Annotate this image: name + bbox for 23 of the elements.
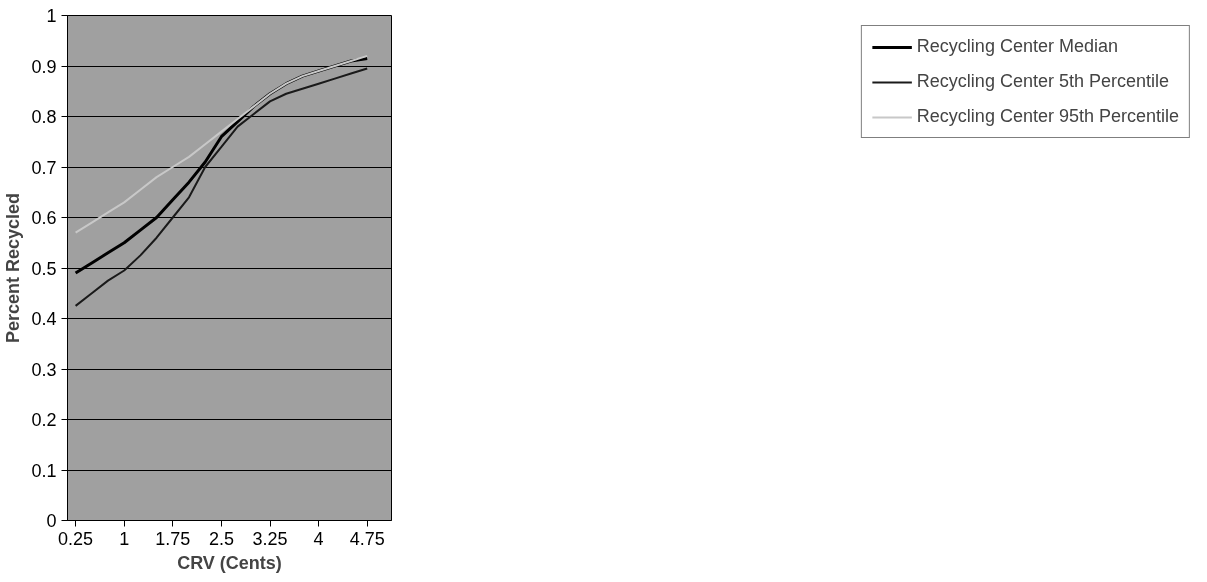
x-tick-label: 3.25 — [252, 528, 288, 549]
x-tick-label: 4 — [313, 528, 324, 549]
x-tick-label: 4.75 — [349, 528, 385, 549]
legend-label: Recycling Center Median — [916, 36, 1118, 57]
y-tick-label: 0.5 — [31, 258, 57, 279]
y-tick-label: 0.1 — [31, 460, 57, 481]
y-tick-label: 0.9 — [31, 56, 57, 77]
x-tick-label: 0.25 — [58, 528, 94, 549]
y-tick-label: 1 — [46, 6, 57, 26]
y-tick-label: 0.3 — [31, 359, 57, 380]
y-tick-label: 0.6 — [31, 208, 57, 228]
legend-label: Recycling Center 95th Percentile — [916, 106, 1179, 127]
x-tick-label: 1 — [119, 528, 130, 549]
y-tick-label: 0 — [46, 511, 57, 531]
y-tick-label: 0.2 — [31, 410, 57, 430]
y-tick-label: 0.4 — [31, 309, 57, 329]
y-tick-label: 0.8 — [31, 107, 57, 127]
legend-label: Recycling Center 5th Percentile — [916, 71, 1169, 92]
x-tick-label: 1.75 — [155, 528, 191, 549]
y-axis-title: Percent Recycled — [3, 192, 24, 344]
x-axis-title: CRV (Cents) — [177, 552, 282, 573]
y-tick-label: 0.7 — [31, 157, 57, 178]
x-tick-label: 2.5 — [208, 528, 234, 549]
